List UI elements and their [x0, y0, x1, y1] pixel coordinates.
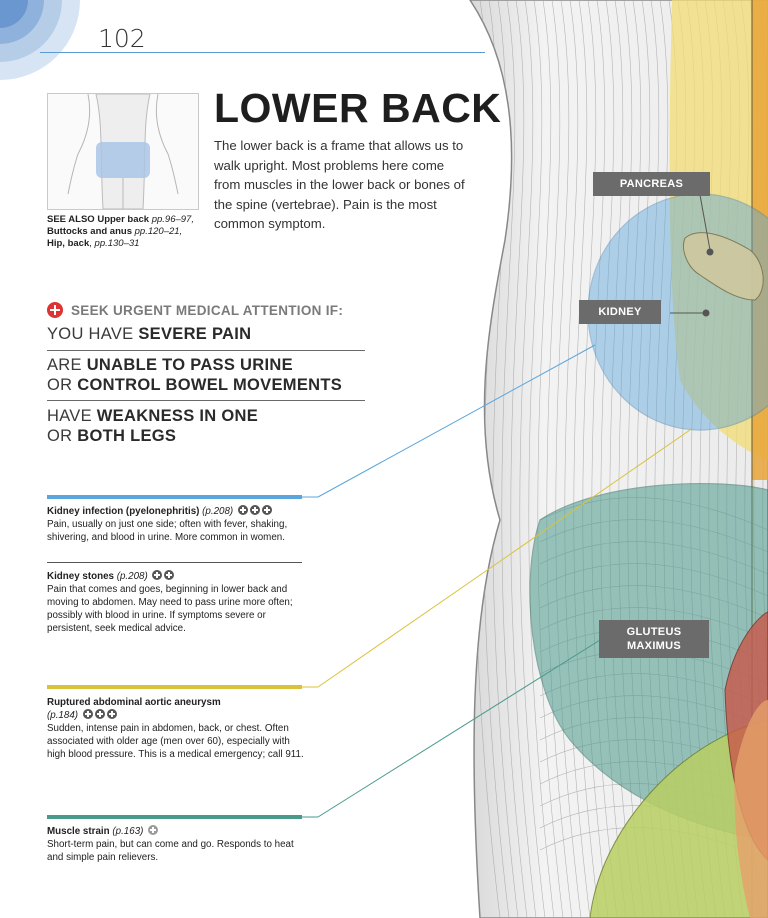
condition-color-bar — [47, 685, 302, 689]
urgent-text: OR — [47, 375, 78, 394]
see-also-item-text[interactable]: Buttocks and anus — [47, 226, 132, 237]
see-also-item-pages[interactable]: pp.120–21, — [134, 226, 183, 237]
condition-title: Muscle strain — [47, 826, 110, 837]
urgent-heading: SEEK URGENT MEDICAL ATTENTION IF: — [47, 302, 343, 318]
severity-indicator — [81, 709, 117, 721]
urgent-text-bold: CONTROL BOWEL MOVEMENTS — [77, 375, 343, 394]
condition-entry: Muscle strain (p.163) Short-term pain, b… — [47, 825, 309, 864]
condition-page[interactable]: (p.163) — [112, 826, 144, 837]
condition-page[interactable]: (p.208) — [202, 506, 234, 517]
urgent-item: HAVE WEAKNESS IN ONE OR BOTH LEGS — [47, 407, 365, 446]
urgent-item: YOU HAVE SEVERE PAIN — [47, 325, 365, 345]
severity-indicator — [150, 570, 175, 582]
condition-title: Ruptured abdominal aortic aneurysm — [47, 697, 221, 708]
urgent-heading-text: SEEK URGENT MEDICAL ATTENTION IF: — [71, 302, 344, 318]
condition-title: Kidney stones — [47, 571, 114, 582]
severity-plus-icon — [148, 825, 159, 835]
intro-text: The lower back is a frame that allows us… — [214, 138, 465, 232]
gluteus-maximus-label: GLUTEUS MAXIMUS — [599, 620, 709, 658]
condition-page[interactable]: (p.184) — [47, 710, 79, 721]
page-title: LOWER BACK — [214, 85, 502, 131]
condition-page[interactable]: (p.208) — [116, 571, 148, 582]
severity-plus-icon — [164, 570, 175, 580]
condition-description: Short-term pain, but can come and go. Re… — [47, 839, 294, 863]
severity-plus-icon — [82, 709, 93, 719]
locator-thumbnail — [47, 93, 199, 210]
urgent-item: ARE UNABLE TO PASS URINE OR CONTROL BOWE… — [47, 356, 365, 395]
severity-plus-icon — [249, 505, 260, 515]
see-also: SEE ALSO Upper back pp.96–97, Buttocks a… — [47, 214, 194, 249]
urgent-text: ARE — [47, 356, 87, 374]
urgent-text-bold: UNABLE TO PASS URINE — [86, 356, 293, 374]
see-also-item-pages[interactable]: pp.96–97, — [151, 214, 194, 225]
see-also-item-text[interactable]: Upper back — [97, 214, 150, 225]
page-number: 102 — [98, 24, 146, 53]
condition-description: Pain that comes and goes, beginning in l… — [47, 584, 293, 634]
condition-title: Kidney infection (pyelonephritis) — [47, 506, 200, 517]
body-back-icon — [67, 94, 179, 209]
severity-indicator — [146, 825, 159, 837]
condition-color-bar — [47, 815, 302, 819]
condition-color-bar — [47, 495, 302, 499]
kidney-label: KIDNEY — [579, 300, 661, 324]
pancreas-label: PANCREAS — [593, 172, 710, 196]
see-also-label: SEE ALSO — [47, 214, 95, 225]
header-rule — [40, 52, 485, 53]
severity-plus-icon — [237, 505, 248, 515]
urgent-text-bold: BOTH LEGS — [77, 426, 177, 445]
severity-indicator — [236, 505, 272, 517]
aorta-band — [669, 0, 768, 460]
condition-divider — [47, 562, 302, 563]
leader-lines — [302, 194, 714, 818]
severity-plus-icon — [94, 709, 105, 719]
medical-cross-icon — [47, 302, 63, 318]
spine-band — [752, 0, 768, 480]
see-also-item-text[interactable]: Hip, back — [47, 238, 90, 249]
condition-entry: Ruptured abdominal aortic aneurysm (p.18… — [47, 696, 309, 761]
pancreas-shape — [683, 232, 764, 301]
condition-description: Pain, usually on just one side; often wi… — [47, 519, 288, 543]
urgent-text: OR — [47, 426, 78, 445]
see-also-item-pages[interactable]: pp.130–31 — [94, 238, 140, 249]
condition-description: Sudden, intense pain in abdomen, back, o… — [47, 723, 304, 760]
urgent-text: HAVE — [47, 407, 97, 425]
corner-decoration — [0, 0, 80, 80]
severity-plus-icon — [261, 505, 272, 515]
urgent-text-bold: WEAKNESS IN ONE — [96, 407, 259, 425]
urgent-text: YOU HAVE — [47, 325, 139, 343]
condition-entry: Kidney stones (p.208) Pain that comes an… — [47, 570, 309, 635]
urgent-divider — [47, 350, 365, 351]
urgent-divider — [47, 400, 365, 401]
urgent-text-bold: SEVERE PAIN — [138, 325, 252, 343]
severity-plus-icon — [152, 570, 163, 580]
condition-entry: Kidney infection (pyelonephritis) (p.208… — [47, 505, 309, 544]
severity-plus-icon — [106, 709, 117, 719]
